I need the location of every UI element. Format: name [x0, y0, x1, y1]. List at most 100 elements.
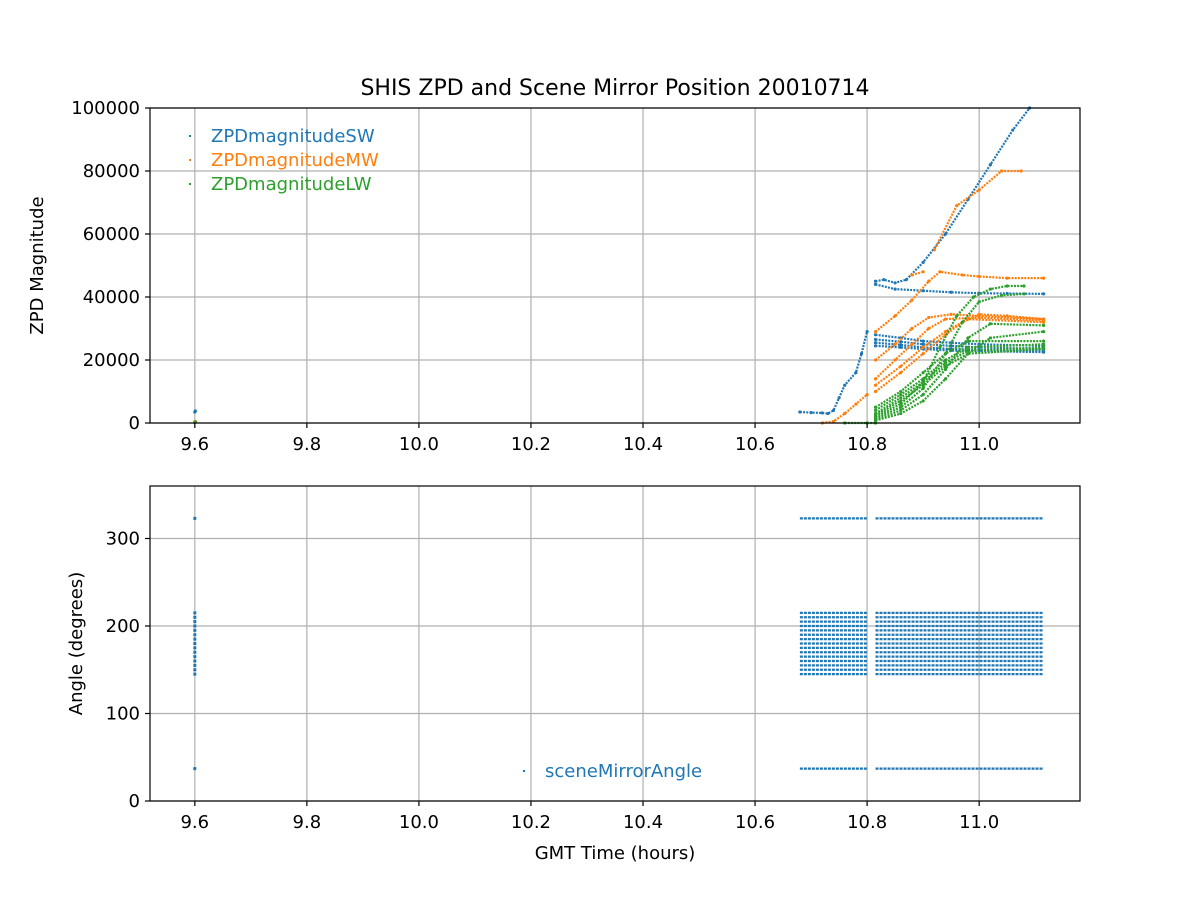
data-point [922, 340, 925, 343]
data-point [1006, 277, 1009, 280]
data-point [894, 358, 897, 361]
data-point [944, 330, 947, 333]
data-point [938, 270, 941, 273]
data-point [193, 651, 196, 654]
data-point [899, 390, 902, 393]
x-tick-label: 9.6 [180, 434, 209, 455]
legend-label: sceneMirrorAngle [545, 761, 702, 782]
data-point [1042, 351, 1045, 354]
data-point [966, 349, 969, 352]
data-point [978, 188, 981, 191]
data-point [955, 314, 958, 317]
y-tick-label: 100000 [71, 98, 140, 119]
data-point [944, 377, 947, 380]
data-point [899, 396, 902, 399]
data-point [894, 288, 897, 291]
data-point [874, 341, 877, 344]
data-point [798, 410, 801, 413]
data-point [978, 275, 981, 278]
data-point [922, 346, 925, 349]
data-point [193, 673, 196, 676]
data-point [193, 664, 196, 667]
data-point [1042, 321, 1045, 324]
data-point [922, 270, 925, 273]
data-point [193, 642, 196, 645]
data-point [922, 352, 925, 355]
data-point [194, 409, 197, 412]
data-point [832, 409, 835, 412]
x-tick-label: 10.2 [511, 812, 551, 833]
data-point [894, 281, 897, 284]
data-point [944, 352, 947, 355]
data-point [899, 399, 902, 402]
data-point [193, 638, 196, 641]
data-point [944, 232, 947, 235]
data-point [1000, 294, 1003, 297]
data-point [950, 313, 953, 316]
data-point [1006, 314, 1009, 317]
data-point [894, 314, 897, 317]
data-point [193, 633, 196, 636]
data-point [193, 655, 196, 658]
data-point [922, 387, 925, 390]
data-point [843, 384, 846, 387]
data-point [193, 616, 196, 619]
bottom-y-axis-label: Angle (degrees) [66, 572, 87, 715]
data-point [1042, 317, 1045, 320]
data-point [899, 409, 902, 412]
legend-label: ZPDmagnitudeSW [211, 126, 375, 147]
data-point [866, 393, 869, 396]
x-tick-label: 10.2 [511, 434, 551, 455]
y-tick-label: 0 [129, 413, 140, 434]
x-tick-label: 10.8 [847, 434, 887, 455]
data-point [922, 384, 925, 387]
y-tick-label: 100 [106, 704, 140, 725]
x-tick-label: 10.0 [399, 434, 439, 455]
data-point [193, 660, 196, 663]
data-point [922, 371, 925, 374]
bottom-legend: sceneMirrorAngle [523, 761, 702, 782]
data-point [193, 517, 196, 520]
data-point [874, 283, 877, 286]
data-point [966, 352, 969, 355]
data-point [193, 629, 196, 632]
legend-label: ZPDmagnitudeLW [211, 174, 372, 195]
data-point [950, 291, 953, 294]
data-point [1042, 343, 1045, 346]
data-point [899, 371, 902, 374]
data-point [193, 668, 196, 671]
data-point [966, 317, 969, 320]
data-point [966, 336, 969, 339]
data-point [193, 767, 196, 770]
chart-title: SHIS ZPD and Scene Mirror Position 20010… [360, 76, 869, 101]
data-point [899, 340, 902, 343]
data-point [944, 365, 947, 368]
data-point [989, 322, 992, 325]
data-point [899, 346, 902, 349]
y-tick-label: 80000 [83, 161, 140, 182]
x-tick-label: 10.8 [847, 812, 887, 833]
y-tick-label: 200 [106, 616, 140, 637]
x-tick-label: 9.8 [293, 434, 322, 455]
data-point [874, 358, 877, 361]
data-point [927, 316, 930, 319]
data-point [944, 358, 947, 361]
data-point [874, 330, 877, 333]
y-tick-label: 20000 [83, 350, 140, 371]
data-point [944, 362, 947, 365]
data-point [874, 409, 877, 412]
data-point [989, 288, 992, 291]
data-point [899, 365, 902, 368]
y-tick-label: 300 [106, 529, 140, 550]
data-point [910, 343, 913, 346]
x-tick-label: 10.4 [623, 812, 663, 833]
data-point [1022, 292, 1025, 295]
legend-marker [189, 159, 191, 161]
data-point [874, 406, 877, 409]
y-tick-label: 60000 [83, 224, 140, 245]
data-point [989, 163, 992, 166]
data-point [809, 411, 812, 414]
data-point [894, 343, 897, 346]
